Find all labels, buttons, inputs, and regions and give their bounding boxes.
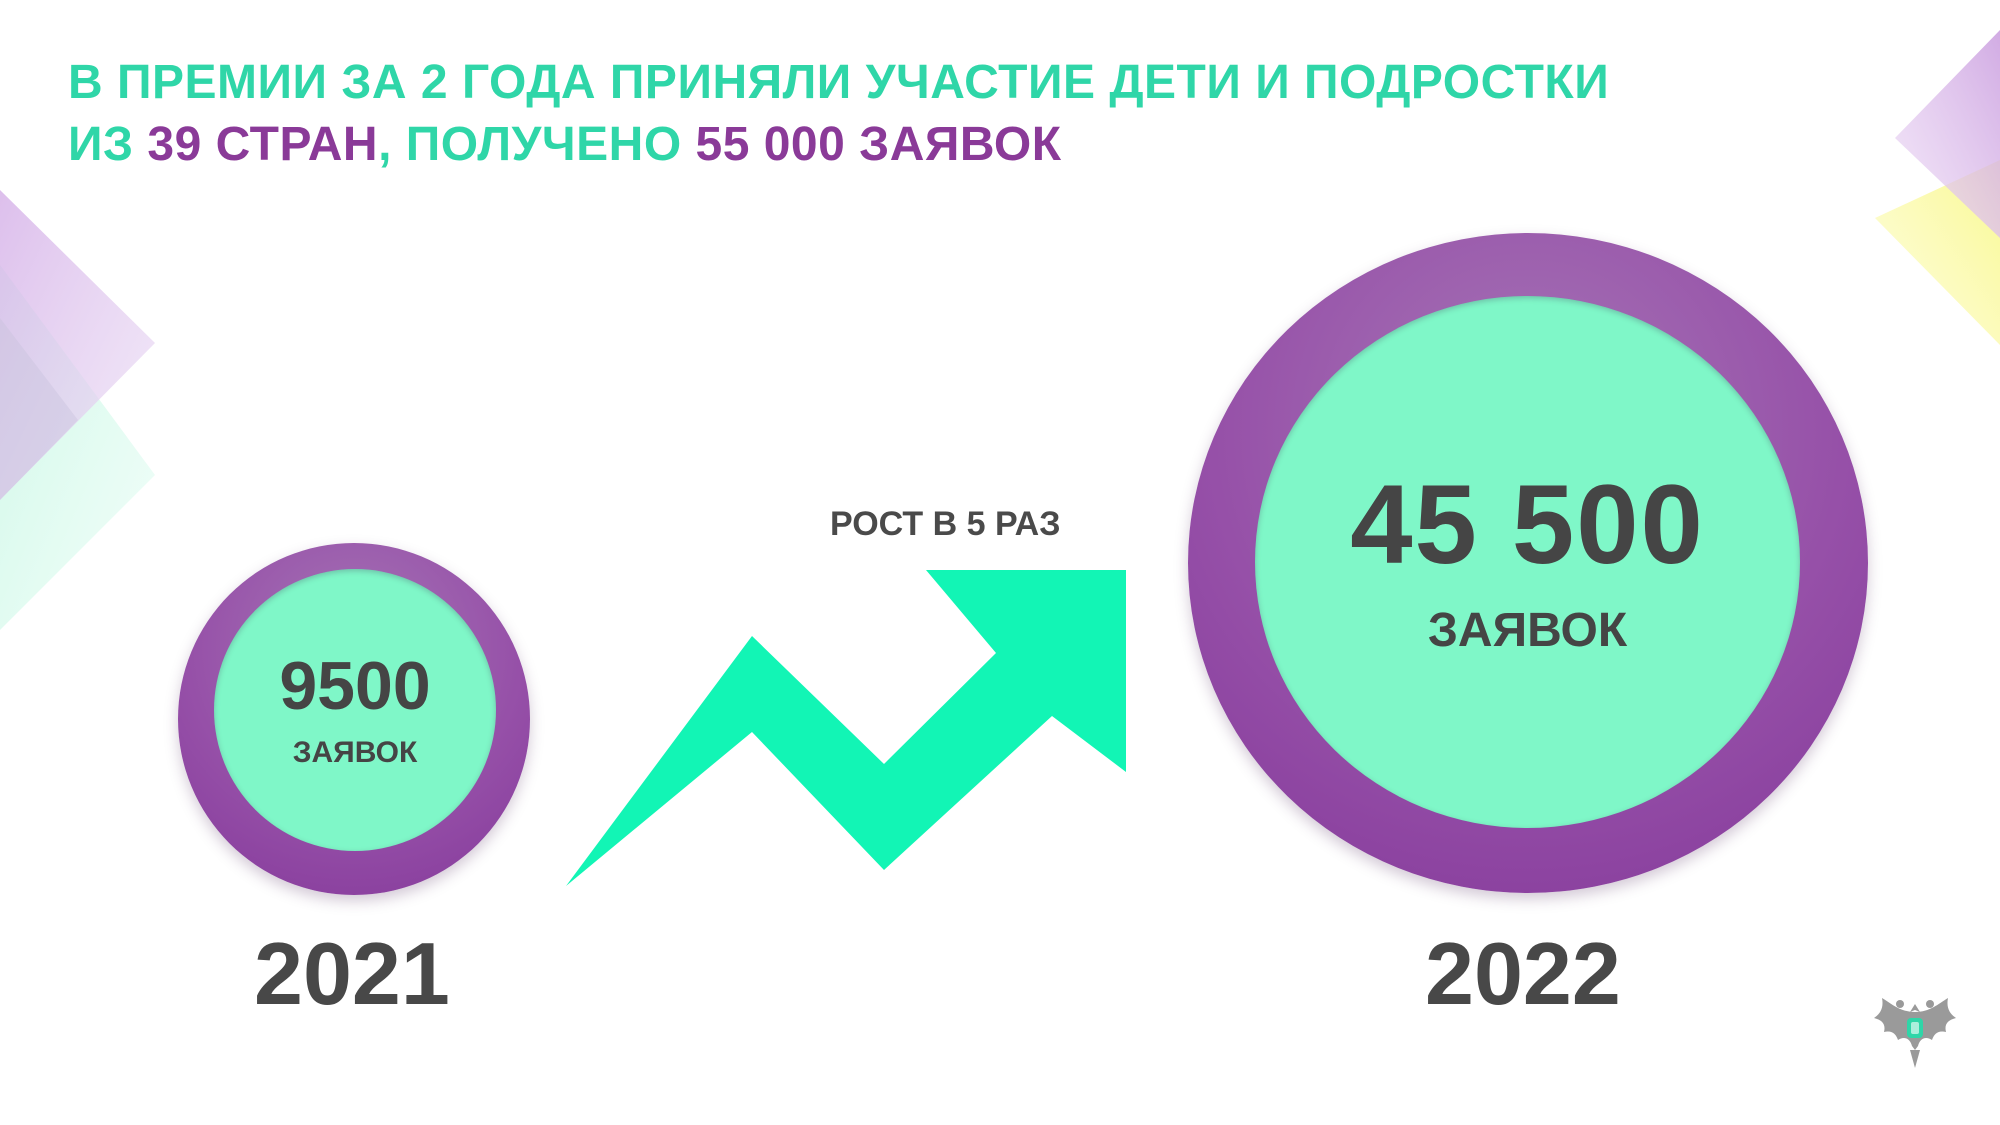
decor-diamond-purple-right [1895,30,2000,238]
stat-2022-value: 45 500 [1350,462,1705,587]
decor-diamond-purple-left [0,190,155,500]
year-2022-label: 2022 [1425,924,1621,1023]
title-middle: , ПОЛУЧЕНО [378,118,682,171]
decor-diamond-gray-left [0,318,78,500]
growth-label: РОСТ В 5 РАЗ [830,505,1061,543]
growth-arrow-icon [566,570,1126,886]
title-prefix: ИЗ [68,118,134,171]
title-line-1: В ПРЕМИИ ЗА 2 ГОДА ПРИНЯЛИ УЧАСТИЕ ДЕТИ … [68,56,1610,109]
year-2021-label: 2021 [254,924,450,1023]
double-headed-eagle-emblem-icon [1874,998,1956,1068]
stat-2021-unit: ЗАЯВОК [292,736,418,769]
title-line-2: ИЗ 39 СТРАН, ПОЛУЧЕНО 55 000 ЗАЯВОК [68,114,1609,176]
title-countries: 39 СТРАН [147,118,379,171]
stat-2022-unit: ЗАЯВОК [1427,604,1628,657]
title-applications: 55 000 ЗАЯВОК [695,118,1062,171]
stat-2022-circle: 45 500 ЗАЯВОК [1255,296,1800,828]
stat-2021-circle: 9500 ЗАЯВОК [214,569,496,851]
stat-2021-value: 9500 [279,648,431,724]
page-title: В ПРЕМИИ ЗА 2 ГОДА ПРИНЯЛИ УЧАСТИЕ ДЕТИ … [68,52,1609,176]
